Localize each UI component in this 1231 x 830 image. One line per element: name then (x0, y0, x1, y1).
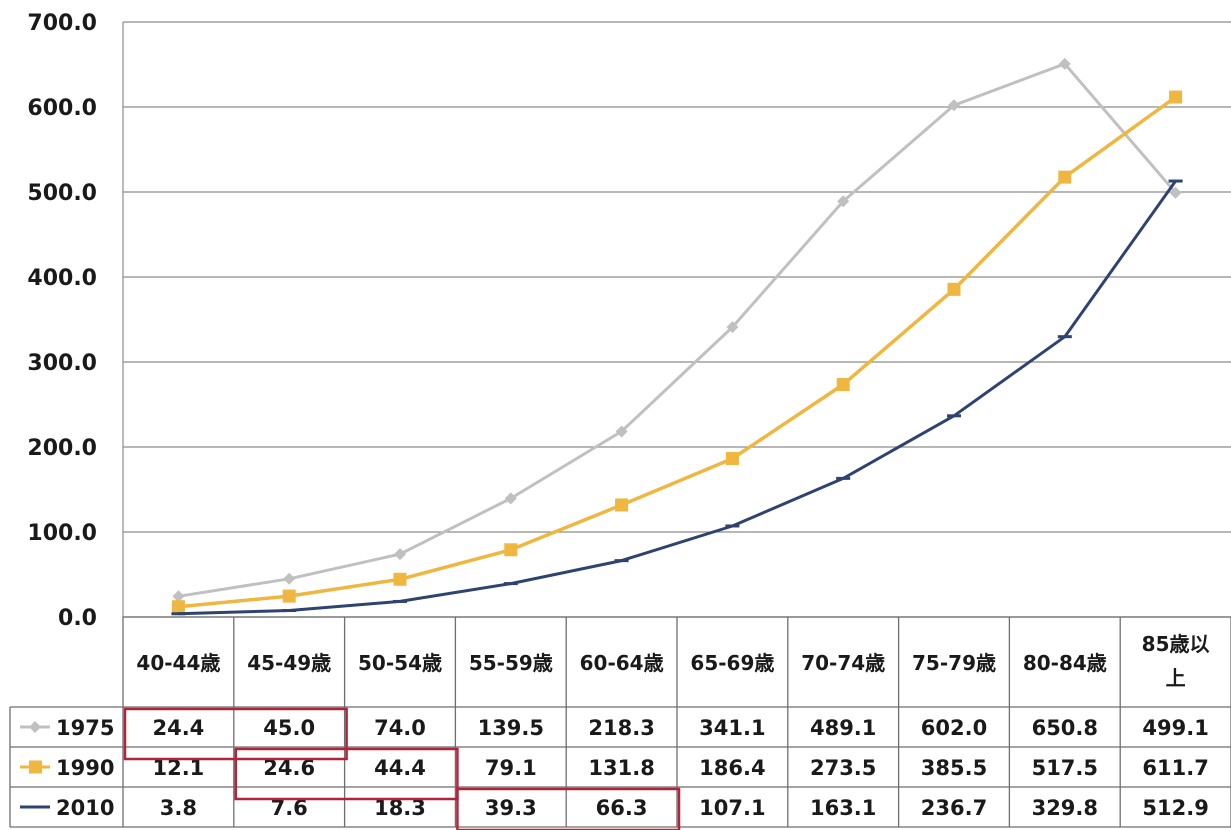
table-cell-value: 66.3 (596, 796, 648, 820)
category-label: 45-49歳 (247, 651, 331, 675)
highlight-box (234, 747, 459, 801)
data-point-1975 (948, 99, 960, 112)
table-cell-value: 611.7 (1142, 756, 1208, 780)
highlight-box (456, 787, 681, 830)
y-tick-label: 300.0 (27, 351, 97, 376)
legend-label: 1975 (56, 716, 114, 740)
y-tick-label: 0.0 (58, 606, 97, 631)
data-point-1975 (726, 321, 739, 334)
legend-key-marker (29, 721, 41, 733)
table-cell-value: 385.5 (921, 756, 987, 780)
table-cell-value: 44.4 (374, 756, 426, 780)
category-label: 55-59歳 (469, 651, 553, 675)
data-point-1975 (283, 572, 296, 585)
data-point-1990 (1058, 170, 1072, 184)
data-point-1975 (1169, 186, 1182, 199)
y-tick-label: 200.0 (27, 436, 97, 461)
table-cell-value: 512.9 (1142, 796, 1208, 820)
category-label: 70-74歳 (801, 651, 885, 675)
data-point-1975 (504, 492, 517, 505)
category-label: 上 (1166, 666, 1186, 690)
category-label: 50-54歳 (358, 651, 442, 675)
category-label: 65-69歳 (690, 651, 774, 675)
y-axis: 0.0 100.0 200.0 300.0 400.0 500.0 600.0 700.0 (27, 11, 97, 631)
y-tick-label: 500.0 (27, 181, 97, 206)
table-cell-value: 602.0 (921, 716, 987, 740)
table-cell-value: 499.1 (1142, 716, 1208, 740)
table-cell-value: 107.1 (699, 796, 765, 820)
gridlines (122, 21, 1231, 618)
table-cell-value: 650.8 (1032, 716, 1098, 740)
category-label: 40-44歳 (136, 651, 220, 675)
data-point-1990 (504, 543, 518, 557)
data-point-1990 (725, 452, 739, 466)
y-tick-label: 600.0 (27, 96, 97, 121)
data-point-1975 (1058, 57, 1071, 70)
data-point-1990 (615, 498, 629, 512)
series-line-1990 (178, 95, 1177, 609)
data-point-1975 (394, 548, 406, 561)
series-line-2010 (178, 180, 1177, 616)
legend-label: 1990 (56, 756, 114, 780)
data-point-1990 (171, 600, 185, 614)
table-cell-value: 186.4 (699, 756, 765, 780)
table-cell-value: 39.3 (485, 796, 537, 820)
table-cell-value: 163.1 (810, 796, 876, 820)
data-point-1990 (1169, 90, 1183, 104)
category-label: 60-64歳 (580, 651, 664, 675)
table-cell-value: 3.8 (160, 796, 197, 820)
legend-key-marker (29, 760, 42, 774)
table-cell-value: 341.1 (699, 716, 765, 740)
table-cell-value: 74.0 (374, 716, 426, 740)
table-cell-value: 517.5 (1032, 756, 1098, 780)
category-label: 85歳以 (1142, 632, 1210, 656)
table-cell-value: 24.4 (152, 716, 204, 740)
table-cell-value: 236.7 (921, 796, 987, 820)
data-point-1990 (836, 378, 850, 392)
legend-label: 2010 (56, 796, 114, 820)
data-point-1990 (393, 572, 407, 586)
table-cell-value: 329.8 (1032, 796, 1098, 820)
series-line-1975 (178, 62, 1177, 598)
table-cell-value: 45.0 (263, 716, 315, 740)
y-tick-label: 100.0 (27, 521, 97, 546)
table-cell-value: 489.1 (810, 716, 876, 740)
data-point-1990 (947, 282, 961, 296)
category-label: 80-84歳 (1023, 651, 1107, 675)
category-label: 75-79歳 (912, 651, 996, 675)
highlight-boxes (123, 707, 681, 830)
table-cell-value: 131.8 (588, 756, 654, 780)
table-cell-value: 273.5 (810, 756, 876, 780)
table-cell-value: 139.5 (478, 716, 544, 740)
series-lines (171, 57, 1183, 616)
table-cell-value: 79.1 (485, 756, 537, 780)
data-point-1975 (837, 195, 850, 208)
y-tick-label: 400.0 (27, 266, 97, 291)
data-point-1975 (615, 425, 628, 438)
data-point-1975 (172, 590, 185, 603)
data-point-1990 (282, 589, 296, 603)
y-tick-label: 700.0 (27, 11, 97, 36)
data-table: 40-44歳 45-49歳 50-54歳 55-59歳 60-64歳 65-69歳 70-7… (9, 616, 1231, 828)
table-cell-value: 218.3 (588, 716, 654, 740)
